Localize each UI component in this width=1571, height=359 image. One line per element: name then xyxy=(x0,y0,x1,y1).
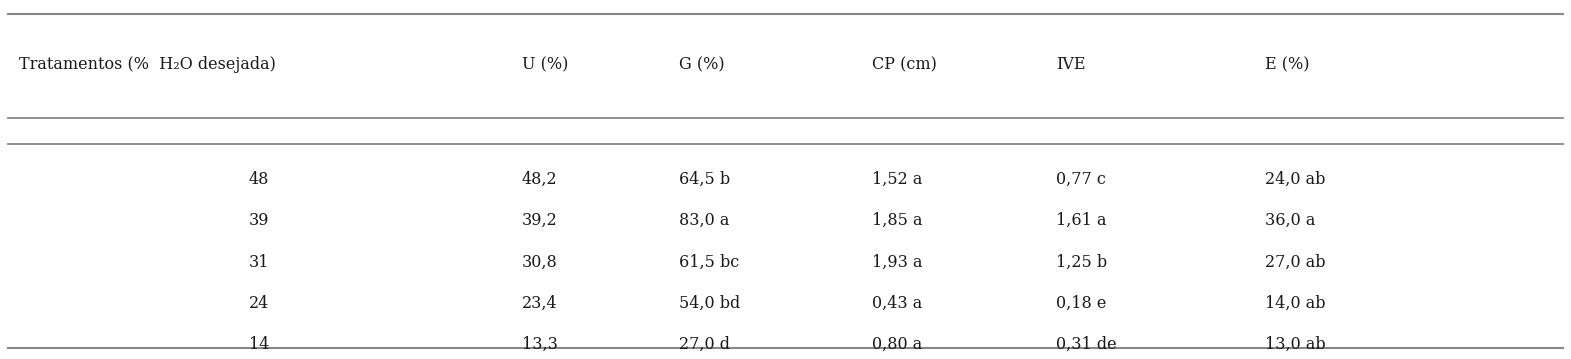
Text: 0,31 de: 0,31 de xyxy=(1056,336,1117,353)
Text: 14: 14 xyxy=(250,336,269,353)
Text: 48: 48 xyxy=(250,171,269,188)
Text: 0,77 c: 0,77 c xyxy=(1056,171,1106,188)
Text: 14,0 ab: 14,0 ab xyxy=(1265,295,1326,312)
Text: 0,43 a: 0,43 a xyxy=(872,295,922,312)
Text: 1,93 a: 1,93 a xyxy=(872,253,922,271)
Text: 27,0 d: 27,0 d xyxy=(679,336,729,353)
Text: CP (cm): CP (cm) xyxy=(872,56,936,73)
Text: 1,85 a: 1,85 a xyxy=(872,212,922,229)
Text: 1,25 b: 1,25 b xyxy=(1056,253,1108,271)
Text: 36,0 a: 36,0 a xyxy=(1265,212,1315,229)
Text: 23,4: 23,4 xyxy=(522,295,558,312)
Text: 61,5 bc: 61,5 bc xyxy=(679,253,738,271)
Text: 39,2: 39,2 xyxy=(522,212,558,229)
Text: 1,52 a: 1,52 a xyxy=(872,171,922,188)
Text: 39: 39 xyxy=(248,212,270,229)
Text: 24,0 ab: 24,0 ab xyxy=(1265,171,1324,188)
Text: IVE: IVE xyxy=(1056,56,1086,73)
Text: 30,8: 30,8 xyxy=(522,253,558,271)
Text: 13,3: 13,3 xyxy=(522,336,558,353)
Text: 54,0 bd: 54,0 bd xyxy=(679,295,740,312)
Text: 13,0 ab: 13,0 ab xyxy=(1265,336,1326,353)
Text: G (%): G (%) xyxy=(679,56,724,73)
Text: E (%): E (%) xyxy=(1265,56,1309,73)
Text: 48,2: 48,2 xyxy=(522,171,558,188)
Text: 1,61 a: 1,61 a xyxy=(1056,212,1106,229)
Text: U (%): U (%) xyxy=(522,56,569,73)
Text: 31: 31 xyxy=(248,253,270,271)
Text: 83,0 a: 83,0 a xyxy=(679,212,729,229)
Text: 0,80 a: 0,80 a xyxy=(872,336,922,353)
Text: 0,18 e: 0,18 e xyxy=(1056,295,1106,312)
Text: 27,0 ab: 27,0 ab xyxy=(1265,253,1326,271)
Text: 24: 24 xyxy=(250,295,269,312)
Text: Tratamentos (%  H₂O desejada): Tratamentos (% H₂O desejada) xyxy=(19,56,276,73)
Text: 64,5 b: 64,5 b xyxy=(679,171,731,188)
